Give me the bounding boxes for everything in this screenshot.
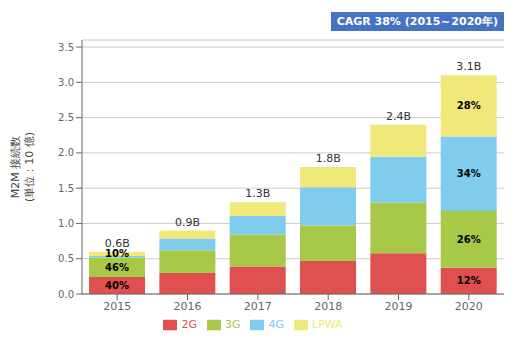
html-text:2G: 2G — [181, 318, 197, 331]
html-text:LPWA: LPWA — [312, 318, 343, 331]
html-text:4G: 4G — [268, 318, 284, 331]
svg-text:26%: 26% — [457, 234, 481, 245]
svg-text:2.0: 2.0 — [58, 147, 74, 158]
svg-text:2.5: 2.5 — [58, 112, 74, 123]
html-text:CAGR 38% (2015～2020年): CAGR 38% (2015～2020年) — [336, 15, 498, 28]
html-text:3G: 3G — [225, 318, 241, 331]
svg-text:46%: 46% — [105, 262, 129, 273]
svg-text:M2M 接続数(単位：10 億): M2M 接続数(単位：10 億) — [9, 132, 35, 202]
svg-text:10%: 10% — [105, 248, 129, 259]
svg-text:28%: 28% — [457, 100, 481, 111]
svg-text:0.5: 0.5 — [58, 253, 74, 264]
svg-text:3.0: 3.0 — [58, 77, 74, 88]
svg-text:2016: 2016 — [174, 300, 202, 313]
svg-text:2015: 2015 — [103, 300, 131, 313]
svg-text:0.9B: 0.9B — [175, 216, 200, 229]
svg-text:1.5: 1.5 — [58, 183, 74, 194]
svg-text:0.0: 0.0 — [58, 289, 74, 300]
svg-text:2020: 2020 — [455, 300, 483, 313]
svg-text:2019: 2019 — [385, 300, 413, 313]
svg-text:2017: 2017 — [244, 300, 272, 313]
svg-text:1.0: 1.0 — [58, 218, 74, 229]
svg-text:12%: 12% — [457, 275, 481, 286]
svg-text:0.6B: 0.6B — [105, 237, 130, 250]
svg-text:2018: 2018 — [314, 300, 342, 313]
svg-text:3.1B: 3.1B — [456, 60, 481, 73]
svg-text:2.4B: 2.4B — [386, 110, 411, 123]
svg-text:1.8B: 1.8B — [316, 152, 341, 165]
svg-text:3.5: 3.5 — [58, 42, 74, 53]
svg-text:34%: 34% — [457, 168, 481, 179]
svg-text:40%: 40% — [105, 280, 129, 291]
svg-text:1.3B: 1.3B — [245, 187, 270, 200]
